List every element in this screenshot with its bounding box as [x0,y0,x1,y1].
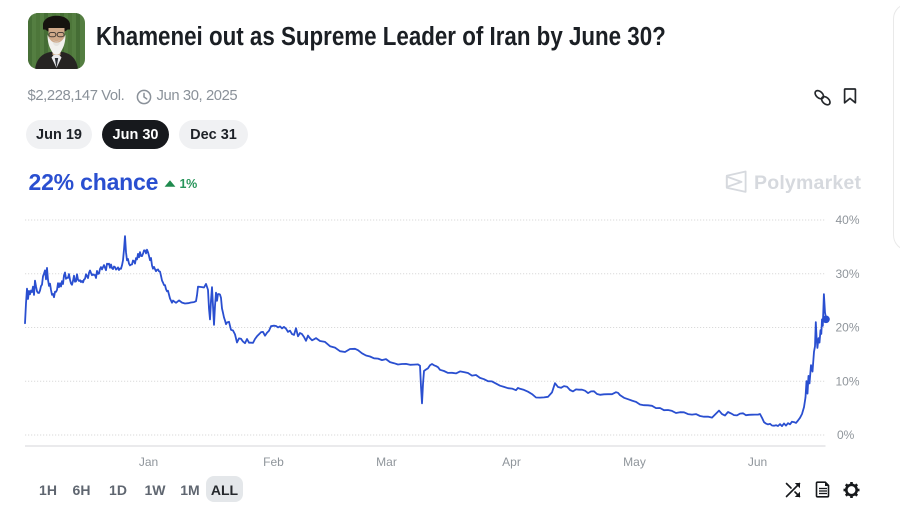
svg-text:Apr: Apr [502,455,521,469]
svg-text:Jan: Jan [139,455,158,469]
svg-text:May: May [623,455,646,469]
svg-text:30%: 30% [836,267,860,281]
svg-text:0%: 0% [837,428,855,442]
svg-text:40%: 40% [836,213,860,227]
svg-text:Mar: Mar [376,455,397,469]
svg-text:20%: 20% [836,321,860,335]
svg-text:10%: 10% [836,374,860,388]
svg-text:Jun: Jun [748,455,767,469]
svg-text:1%: 1% [180,177,198,191]
svg-text:Feb: Feb [263,455,284,469]
